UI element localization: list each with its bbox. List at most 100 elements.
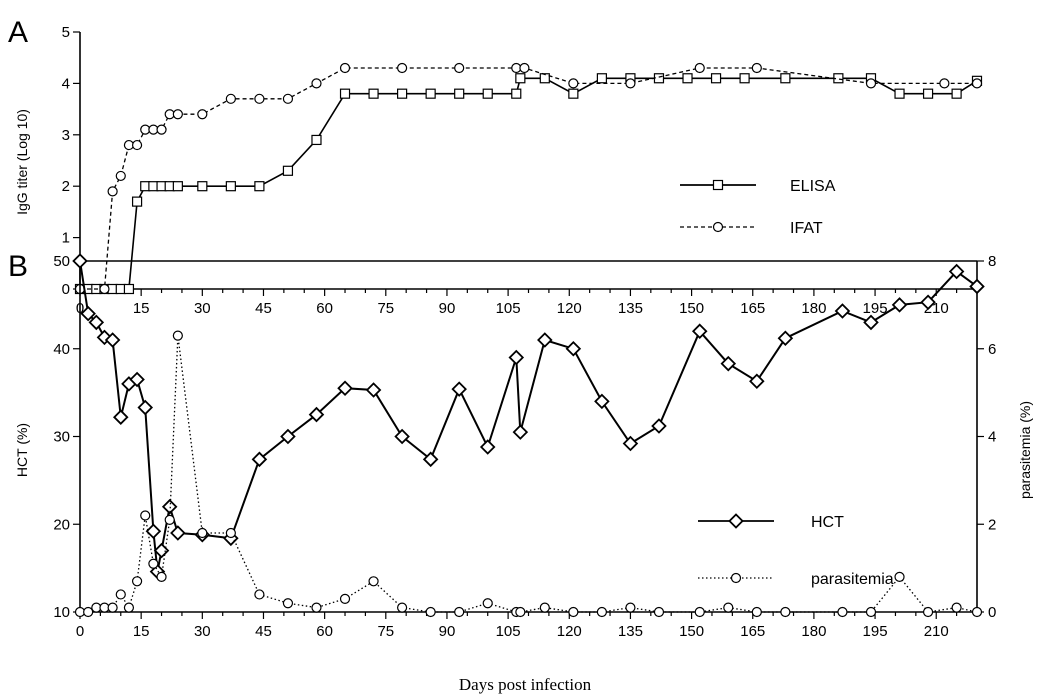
data-point [596,606,607,618]
data-point [971,78,983,89]
data-point [939,78,950,89]
data-point [539,73,550,84]
y2-tick-label: 8 [988,253,996,270]
data-point [515,606,526,618]
data-point [425,606,436,618]
x-tick-label: 90 [439,300,456,317]
y2-tick-label: 4 [988,429,996,446]
series-HCT [72,253,985,580]
data-point [140,510,151,521]
panel-b-letter: B [8,250,28,283]
data-point [568,606,579,618]
data-point [107,186,118,197]
x-tick-label: 30 [194,623,211,640]
series-parasitemia [74,330,983,618]
data-point [156,124,167,135]
data-point [282,598,294,609]
data-point [951,602,962,613]
data-point [397,88,408,99]
x-tick-label: 30 [194,300,211,317]
data-point [894,88,905,99]
data-point [156,571,167,583]
labels: A B IgG titer (Log 10) HCT (%) parasitem… [8,16,1033,694]
data-point [482,598,493,609]
data-point [891,297,908,313]
panel-b-ylabel: HCT (%) [14,423,30,477]
data-point [164,514,175,525]
data-point [865,78,877,89]
y-tick-label: 20 [53,516,70,533]
data-point [225,527,236,539]
data-point [145,523,162,540]
legend-label: IFAT [790,220,823,237]
data-point [454,88,465,99]
data-point [482,88,493,99]
data-point [172,109,183,120]
data-point [863,314,879,331]
data-point [568,88,579,99]
data-point [894,571,905,583]
data-point [710,73,722,84]
y-tick-label: 50 [53,253,70,270]
data-point [311,78,322,89]
data-point [653,606,665,618]
data-point [131,139,143,151]
data-point [80,305,96,322]
x-tick-label: 15 [133,623,150,640]
data-point [368,88,379,99]
data-point [137,399,154,416]
panel-b: 0 15 30 45 60 75 90 105 120 135 150 165 180 195 210102… [53,253,996,640]
data-point [365,382,382,398]
x-tick-label: 150 [679,300,704,317]
data-point [131,576,143,587]
data-point [971,606,983,618]
data-point [225,181,236,192]
panel-a-letter: A [8,16,28,49]
data-point [129,371,145,388]
data-point [594,393,610,410]
data-point [225,93,236,104]
data-point [131,196,143,207]
data-point [922,88,934,99]
x-tick-label: 135 [618,300,643,317]
data-point [777,330,794,346]
data-point [780,73,791,84]
x-tick-label: 210 [924,623,949,640]
data-point [537,332,553,348]
data-point [625,602,636,613]
data-point [837,606,848,618]
data-point [565,340,582,357]
data-point [422,451,439,468]
data-point [197,109,208,120]
data-point [115,589,126,600]
legend-marker [730,572,742,584]
x-tick-label: 0 [76,623,84,640]
x-tick-label: 120 [557,300,582,317]
data-point [170,525,186,541]
data-point [104,332,121,348]
data-point [148,558,159,569]
y-tick-label: 40 [53,341,70,358]
data-point [88,314,105,331]
data-point [311,134,322,146]
data-point [397,602,408,613]
data-point [397,62,408,74]
panel-a: 0153045607590105120135150165180195210012… [62,24,983,317]
data-point [519,62,530,74]
data-point [749,373,765,389]
legend-marker [728,513,744,529]
y-tick-label: 1 [62,230,70,247]
data-point [922,606,934,618]
y2-tick-label: 0 [988,604,996,621]
data-point [251,451,268,468]
data-point [596,73,607,84]
data-point [625,78,636,89]
data-point [951,88,962,99]
data-point [622,435,639,452]
x-tick-label: 60 [316,623,333,640]
data-point [339,593,351,604]
x-tick-label: 180 [801,623,826,640]
data-point [969,278,985,295]
y2-tick-label: 6 [988,341,996,358]
data-point [451,381,467,397]
